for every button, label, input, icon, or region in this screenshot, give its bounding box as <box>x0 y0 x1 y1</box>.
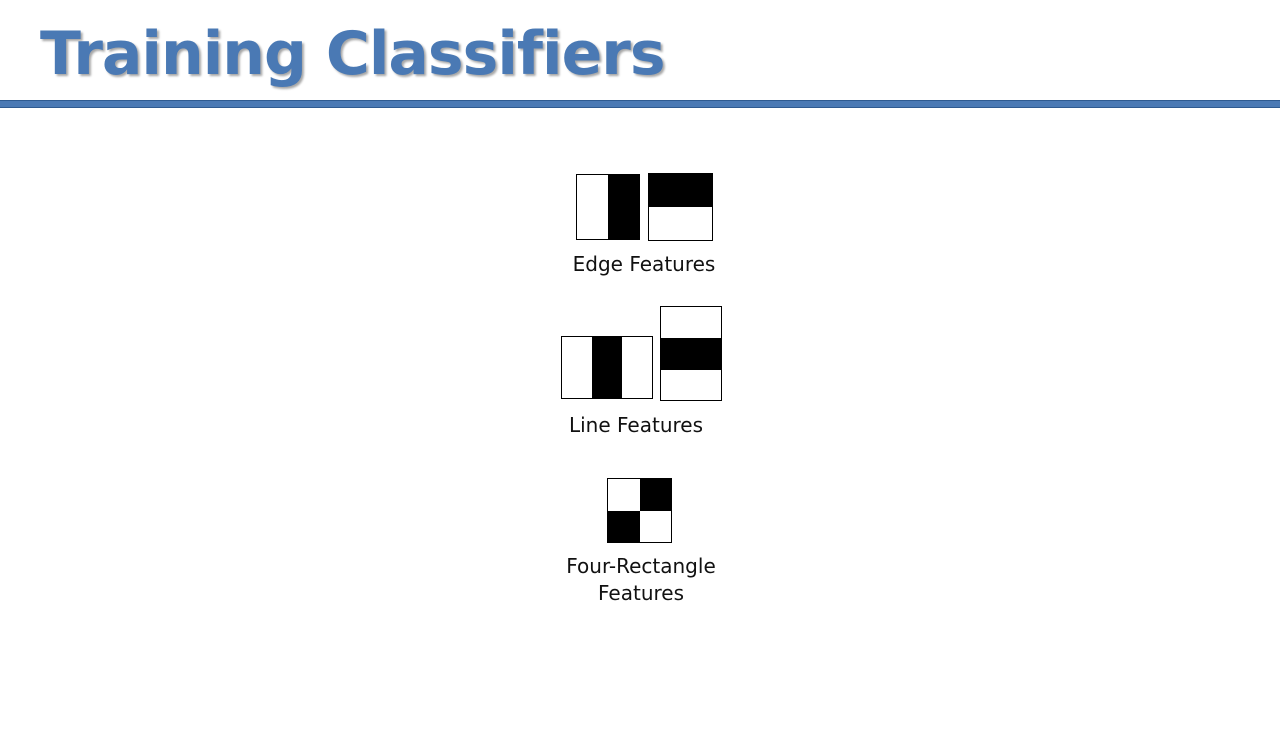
line-feature-vertical-dark-band <box>592 337 622 398</box>
four-rectangle-caption-line1: Four-Rectangle <box>566 554 716 578</box>
edge-feature-horizontal-dark-half <box>649 174 712 207</box>
line-features-caption: Line Features <box>568 413 704 437</box>
edge-feature-horizontal <box>648 173 713 241</box>
four-rectangle-feature <box>607 478 672 543</box>
edge-features-caption: Edge Features <box>572 252 716 276</box>
slide-title: Training Classifiers <box>40 19 666 89</box>
edge-feature-vertical <box>576 174 640 240</box>
four-rectangle-caption-line2: Features <box>598 581 684 605</box>
title-divider <box>0 100 1280 108</box>
line-feature-horizontal-dark-band <box>661 338 721 370</box>
line-feature-vertical <box>561 336 653 399</box>
edge-feature-vertical-dark-half <box>608 175 639 239</box>
four-rectangle-dark-top-right <box>640 479 671 511</box>
four-rectangle-dark-bottom-left <box>608 511 640 542</box>
line-feature-horizontal <box>660 306 722 401</box>
